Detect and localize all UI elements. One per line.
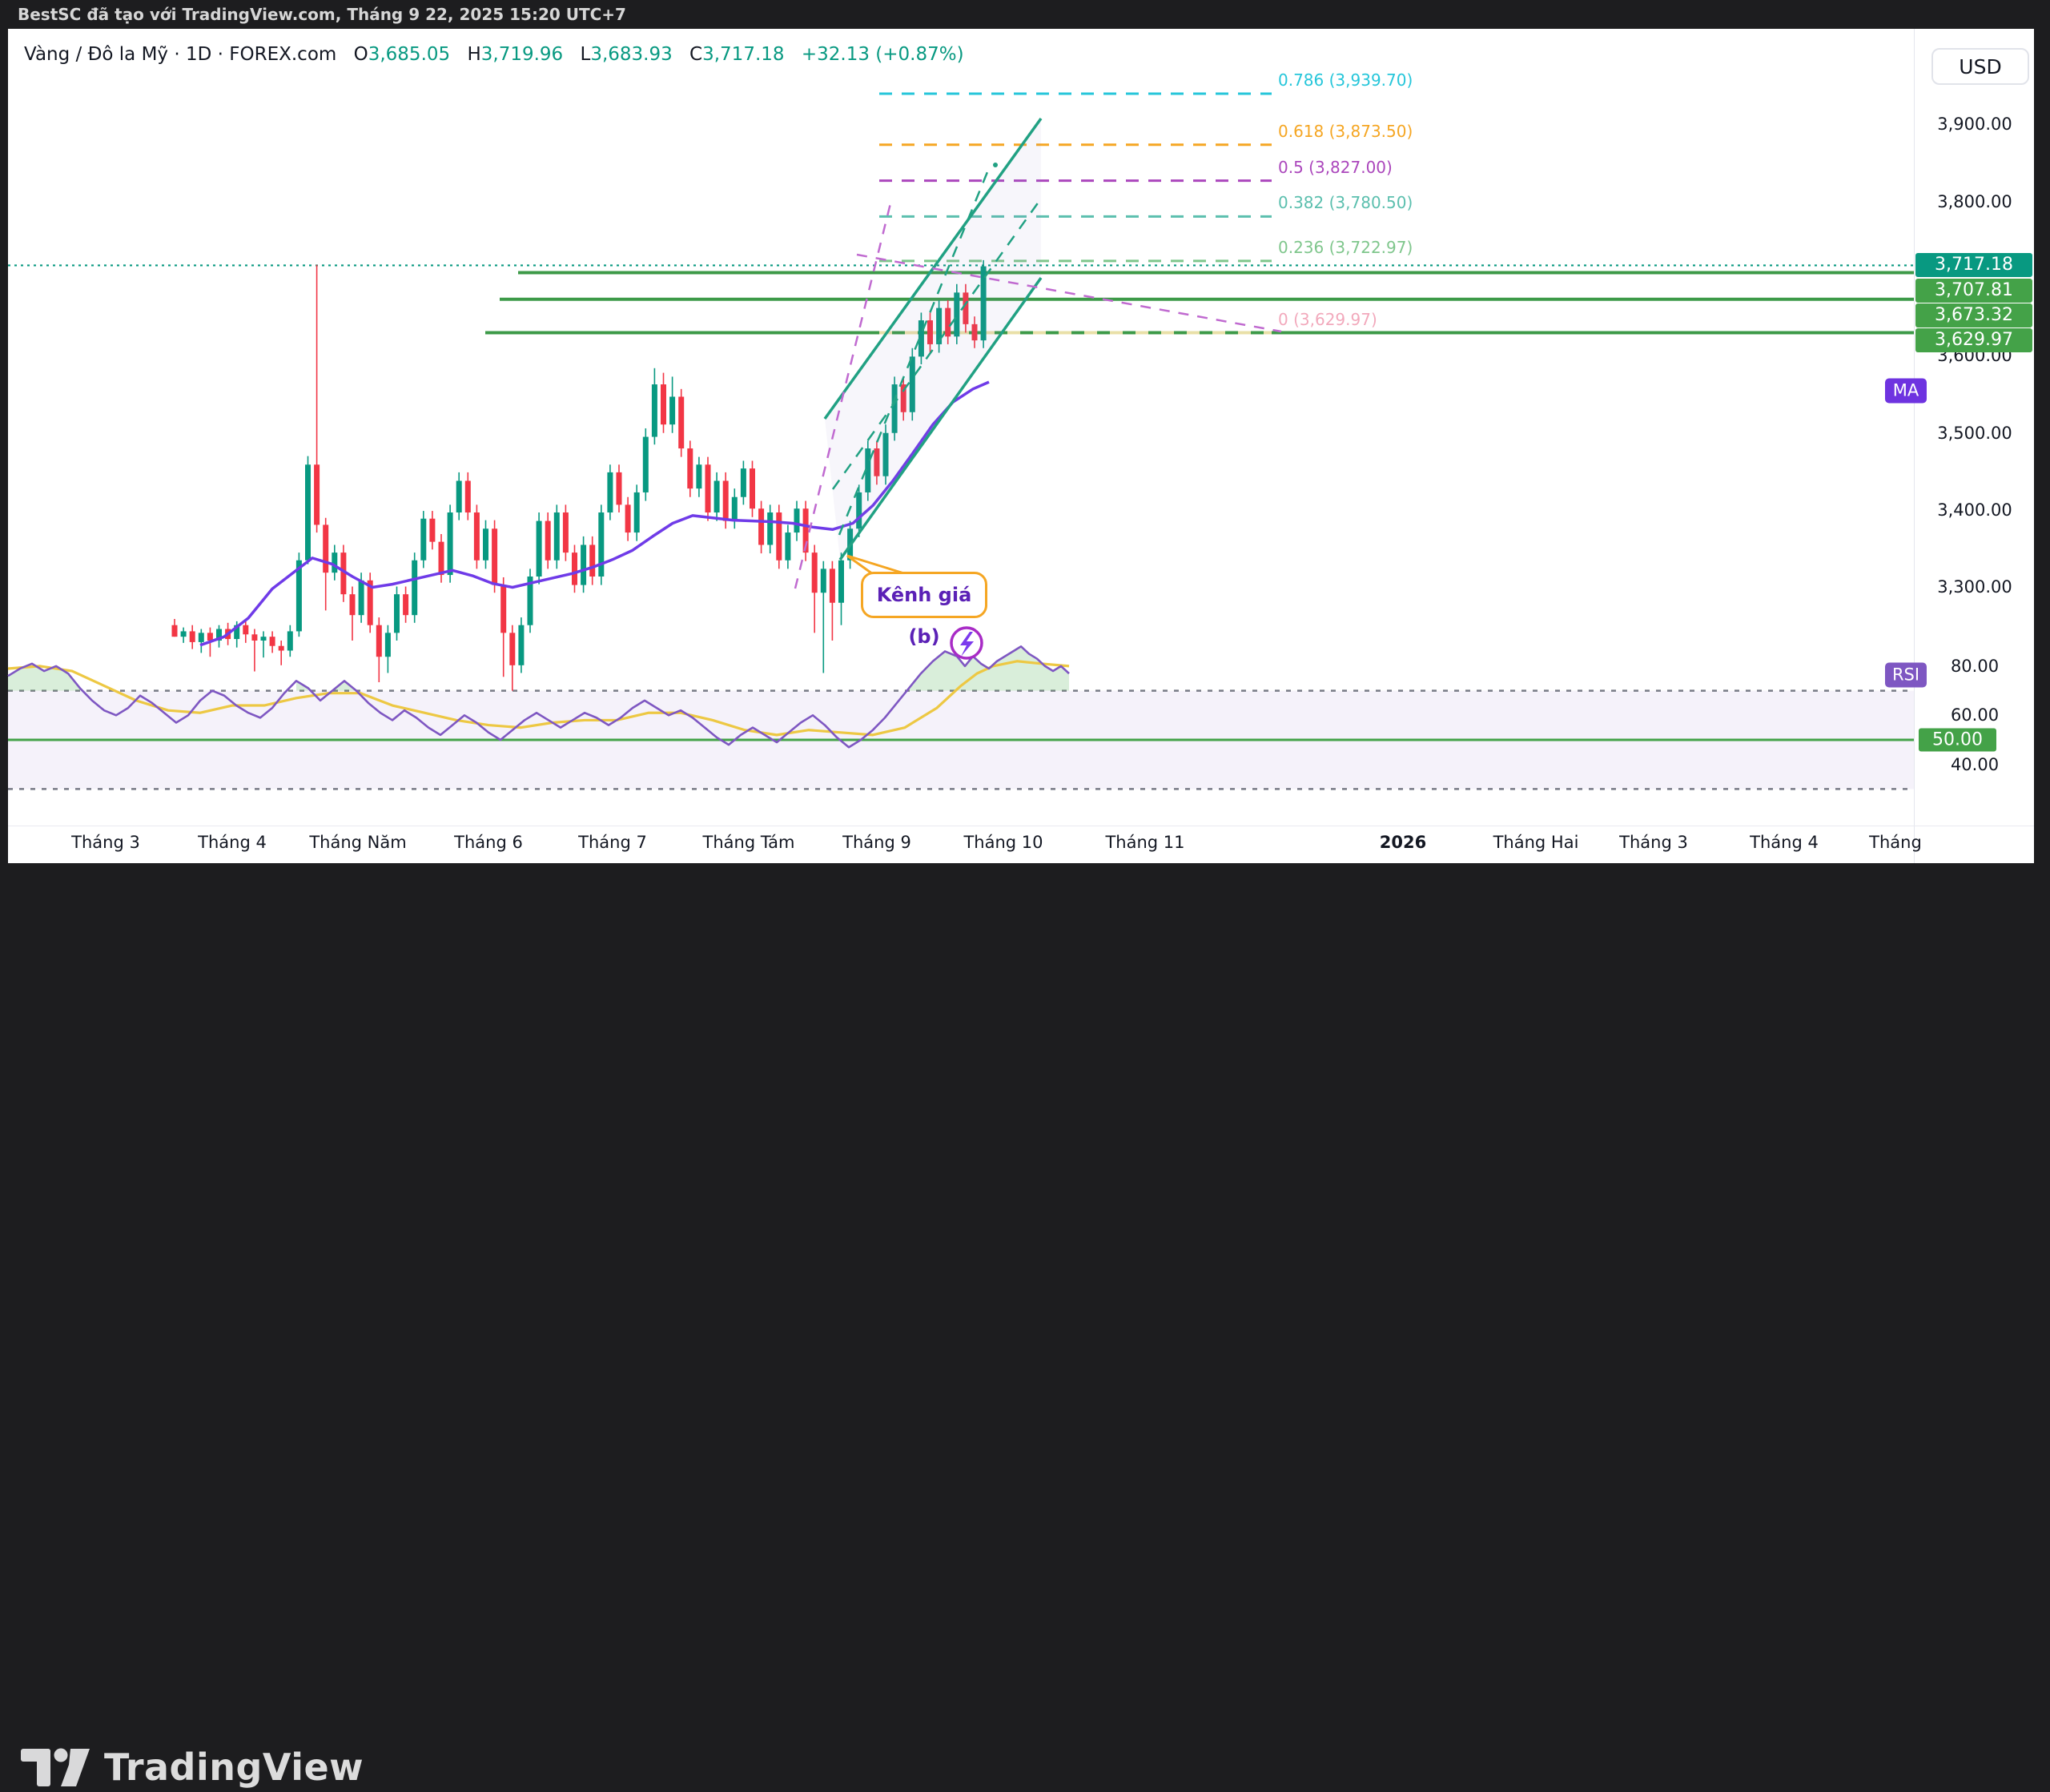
rsi-badge: RSI	[1885, 662, 1927, 688]
tradingview-logo-icon	[21, 1748, 90, 1786]
ma-badge: MA	[1885, 378, 1927, 404]
time-axis-label: Tháng Hai	[1493, 833, 1579, 852]
time-axis-label: Tháng 7	[578, 833, 647, 852]
symbol-title: Vàng / Đô la Mỹ · 1D · FOREX.com	[24, 44, 337, 65]
low-value: 3,683.93	[590, 44, 673, 65]
tradingview-logo-text: TradingView	[104, 1746, 364, 1789]
price-tick-label: 3,900.00	[1937, 115, 2012, 135]
fib-level-label: 0.382 (3,780.50)	[1278, 193, 1413, 213]
time-axis-label: Tháng Năm	[309, 833, 407, 852]
time-axis-label: Tháng	[1869, 833, 1922, 852]
open-label: O	[353, 44, 368, 65]
price-badge: 3,673.32	[1915, 303, 2032, 327]
kenh-gia-callout[interactable]: Kênh giá (b)	[861, 572, 987, 648]
change-value: +32.13 (+0.87%)	[801, 44, 964, 65]
price-tick-label: 3,300.00	[1937, 577, 2012, 597]
price-tick-label: 3,400.00	[1937, 500, 2012, 520]
time-axis-label: Tháng 4	[198, 833, 267, 852]
time-axis-label: Tháng 4	[1750, 833, 1819, 852]
attribution-text: BestSC đã tạo với TradingView.com, Tháng…	[18, 5, 626, 24]
close-value: 3,717.18	[702, 44, 785, 65]
time-axis-label: Tháng 6	[454, 833, 523, 852]
price-scale-border	[1914, 29, 1915, 863]
rsi-pane[interactable]	[8, 613, 1914, 825]
high-label: H	[467, 44, 481, 65]
currency-usd-button[interactable]: USD	[1931, 48, 2029, 85]
fib-level-label: 0.236 (3,722.97)	[1278, 237, 1413, 257]
time-axis-label: Tháng 9	[842, 833, 911, 852]
time-axis-label: 2026	[1379, 833, 1427, 852]
fib-level-label: 0 (3,629.97)	[1278, 309, 1377, 329]
rsi-tick-label: 60.00	[1950, 705, 2000, 725]
price-tick-label: 3,500.00	[1937, 423, 2012, 443]
open-value: 3,685.05	[368, 44, 451, 65]
high-value: 3,719.96	[480, 44, 564, 65]
price-tick-label: 3,800.00	[1937, 191, 2012, 211]
fib-level-label: 0.5 (3,827.00)	[1278, 157, 1393, 177]
tradingview-logo[interactable]: TradingView	[19, 1742, 364, 1792]
rsi-tick-label: 40.00	[1950, 754, 2000, 774]
time-axis-label: Tháng Tám	[702, 833, 795, 852]
price-badge: 3,717.18	[1915, 253, 2032, 277]
rsi-50-badge: 50.00	[1919, 728, 1996, 752]
main-chart-pane[interactable]	[8, 29, 1914, 613]
low-label: L	[580, 44, 591, 65]
close-label: C	[689, 44, 703, 65]
fib-level-label: 0.786 (3,939.70)	[1278, 70, 1413, 90]
price-badge: 3,629.97	[1915, 328, 2032, 352]
time-axis-label: Tháng 10	[963, 833, 1043, 852]
fib-level-label: 0.618 (3,873.50)	[1278, 121, 1413, 141]
price-badge: 3,707.81	[1915, 279, 2032, 303]
time-axis-label: Tháng 3	[71, 833, 140, 852]
bottom-branding-bar: TradingView	[0, 863, 2050, 1789]
symbol-header: Vàng / Đô la Mỹ · 1D · FOREX.com O3,685.…	[24, 42, 964, 66]
top-attribution-bar: BestSC đã tạo với TradingView.com, Tháng…	[0, 0, 2050, 29]
time-axis-label: Tháng 3	[1619, 833, 1688, 852]
time-axis-label: Tháng 11	[1105, 833, 1185, 852]
rsi-tick-label: 80.00	[1950, 656, 2000, 676]
